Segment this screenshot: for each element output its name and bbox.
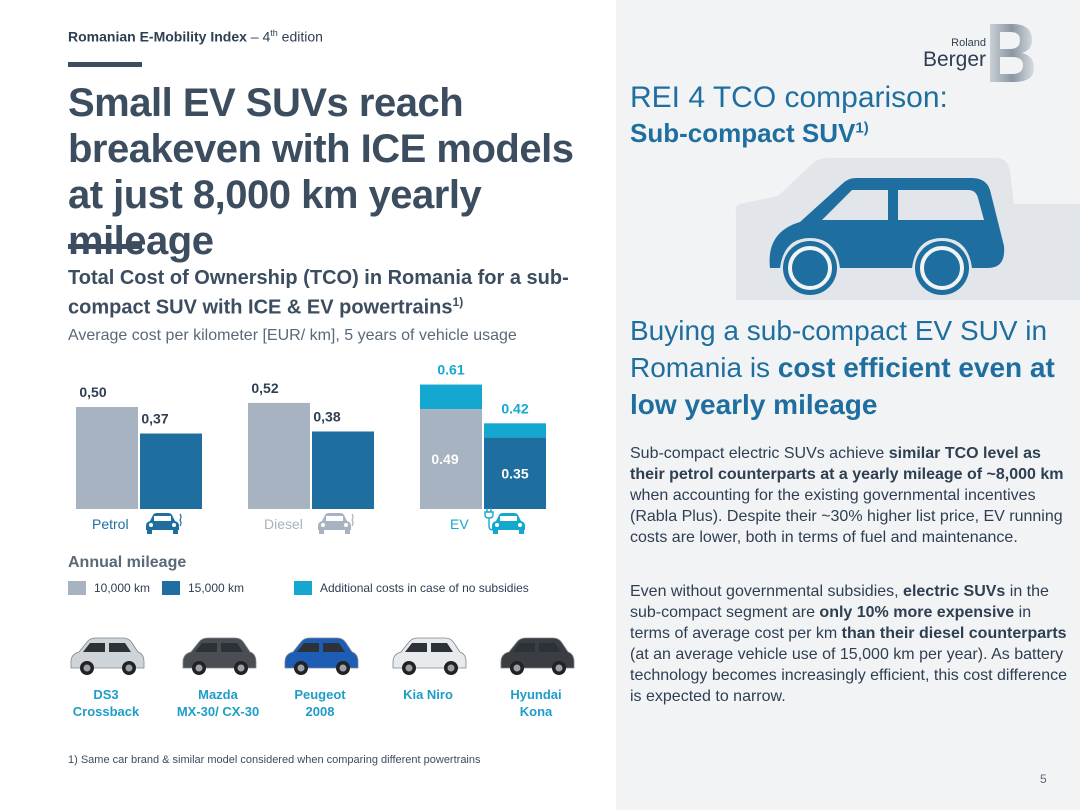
title-rule <box>68 62 142 67</box>
edition-sup: th <box>270 28 278 38</box>
section-rule <box>68 244 142 249</box>
paragraph-no-subsidies: Even without governmental subsidies, ele… <box>630 581 1070 707</box>
category-label-ev: EV <box>450 516 469 532</box>
diesel-car-icon <box>318 513 354 534</box>
model-name-2: Mazda MX-30/ CX-30 <box>168 686 268 720</box>
rei-subtitle: Sub-compact SUV1) <box>630 118 869 149</box>
model-1: DS3 Crossback <box>56 632 156 720</box>
legend-swatch-15k <box>162 581 180 595</box>
para2-text-4: (at an average vehicle use of 15,000 km … <box>630 646 1067 705</box>
model-name-1: DS3 Crossback <box>56 686 156 720</box>
buying-text: Buying a sub-compact EV SUV in Romania i… <box>630 315 1048 383</box>
buying-statement: Buying a sub-compact EV SUV in Romania i… <box>630 312 1070 423</box>
petrol-car-icon <box>146 513 182 534</box>
bar-diesel-15k <box>312 431 374 509</box>
legend-label-10k: 10,000 km <box>94 581 151 595</box>
data-label-ev-15k-total: 0.42 <box>501 400 528 416</box>
footnote: 1) Same car brand & similar model consid… <box>68 754 481 766</box>
model-name-5: Hyundai Kona <box>486 686 586 720</box>
model-2: Mazda MX-30/ CX-30 <box>168 632 268 720</box>
data-label-ev-10k-total: 0.61 <box>437 362 464 378</box>
model-name-line2: Kona <box>519 704 553 719</box>
right-panel <box>616 0 1080 810</box>
model-5: Hyundai Kona <box>486 632 586 720</box>
page-number: 5 <box>1040 772 1047 786</box>
legend-item-10k: 10,000 km <box>68 580 150 596</box>
logo-text-berger: Berger <box>923 48 986 71</box>
para2-text-1: Even without governmental subsidies, <box>630 583 904 600</box>
bar-diesel-10k <box>248 402 310 509</box>
edition-text: edition <box>277 28 323 45</box>
data-label-petrol-15k: 0,37 <box>141 411 168 427</box>
page-title: Small EV SUVs reach breakeven with ICE m… <box>68 81 574 263</box>
bar-ev-15k <box>484 437 546 509</box>
data-label-diesel-10k: 0,52 <box>251 380 278 396</box>
legend-item-extra: Additional costs in case of no subsidies <box>294 580 529 596</box>
para1-bold-1: similar TCO level as their petrol counte… <box>630 445 1064 483</box>
bar-ev-10k-extra <box>420 384 482 410</box>
car-image-4 <box>392 637 467 675</box>
model-4: Kia Niro <box>378 632 478 703</box>
legend-swatch-10k <box>68 581 86 595</box>
car-image-5 <box>500 637 575 675</box>
para2-text-2: in the sub-compact segment are <box>630 583 1049 621</box>
model-name-line1: DS3 <box>93 687 119 702</box>
bar-petrol-10k <box>76 407 138 509</box>
legend-label-15k: 15,000 km <box>188 581 245 595</box>
para2-text-3: in terms of average cost per km <box>630 604 1032 642</box>
ev-car-icon <box>484 508 525 534</box>
model-name-line1: Peugeot <box>294 687 346 702</box>
data-label-ev-15k: 0.35 <box>501 466 528 482</box>
category-label-petrol: Petrol <box>92 516 129 532</box>
logo-text-roland: Roland <box>951 37 986 49</box>
model-name-line1: Hyundai <box>510 687 562 702</box>
rei-subtitle-sup: 1) <box>855 119 869 137</box>
model-3: Peugeot 2008 <box>270 632 370 720</box>
category-label-diesel: Diesel <box>264 516 303 532</box>
series-name: Romanian E-Mobility Index <box>68 28 247 45</box>
data-label-ev-10k: 0.49 <box>431 451 458 467</box>
rei-title: REI 4 TCO comparison: <box>630 81 948 114</box>
tco-heading-sup: 1) <box>452 295 464 309</box>
model-name-line1: Mazda <box>198 687 238 702</box>
car-image-3 <box>284 637 359 675</box>
model-name-line1: Kia Niro <box>403 687 453 702</box>
car-image-2 <box>182 637 257 675</box>
model-name-4: Kia Niro <box>378 686 478 703</box>
legend-label-extra: Additional costs in case of no subsidies <box>320 581 529 595</box>
model-name-line2: MX-30/ CX-30 <box>176 704 260 719</box>
legend-item-15k: 15,000 km <box>162 580 244 596</box>
model-name-line2: 2008 <box>305 704 335 719</box>
data-label-diesel-15k: 0,38 <box>313 408 340 424</box>
doc-header: Romanian E-Mobility Index – 4th edition <box>68 28 323 45</box>
para2-bold-1: electric SUVs <box>903 583 1006 600</box>
tco-heading: Total Cost of Ownership (TCO) in Romania… <box>68 266 608 320</box>
data-label-petrol-10k: 0,50 <box>79 384 106 400</box>
tco-bar-chart: 0,50 0,37 0,52 0,38 0.61 0.42 0.49 0.35 <box>76 362 546 509</box>
edition-dash: – 4 <box>246 28 271 45</box>
roland-berger-logo: Roland Berger <box>923 24 1034 82</box>
para2-bold-3: than their diesel counterparts <box>841 625 1067 642</box>
tco-subheading: Average cost per kilometer [EUR/ km], 5 … <box>68 327 517 344</box>
bar-petrol-15k <box>140 433 202 509</box>
legend-swatch-extra <box>294 581 312 595</box>
model-name-line2: Crossback <box>72 704 140 719</box>
suv-illustration <box>735 158 1080 300</box>
paragraph-breakeven: Sub-compact electric SUVs achieve simila… <box>630 443 1070 548</box>
para2-bold-2: only 10% more expensive <box>819 604 1015 621</box>
car-image-1 <box>70 637 145 675</box>
rei-subtitle-text: Sub-compact SUV <box>630 118 856 148</box>
model-name-3: Peugeot 2008 <box>270 686 370 720</box>
bar-ev-15k-extra <box>484 423 546 438</box>
bar-ev-10k <box>420 409 482 509</box>
buying-bold: cost efficient even at low yearly mileag… <box>630 352 1055 420</box>
tco-heading-text: Total Cost of Ownership (TCO) in Romania… <box>68 267 569 319</box>
para1-text-1: Sub-compact electric SUVs achieve <box>630 445 889 462</box>
legend-title: Annual mileage <box>68 554 187 571</box>
para1-text-2: when accounting for the existing governm… <box>630 487 1063 546</box>
